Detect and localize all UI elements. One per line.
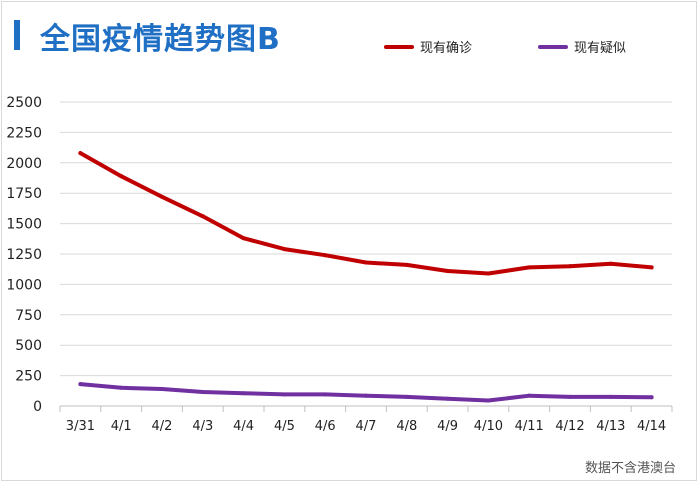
data-point [486, 398, 491, 403]
y-tick-label: 750 [15, 308, 42, 324]
x-tick-label: 4/13 [596, 419, 625, 434]
legend-label-suspected: 现有疑似 [574, 41, 627, 56]
data-point [78, 151, 83, 156]
data-point [486, 271, 491, 276]
data-point [160, 386, 164, 391]
y-tick-label: 1250 [6, 247, 42, 263]
data-point [445, 269, 450, 274]
legend-label-confirmed: 现有确诊 [420, 41, 473, 56]
x-tick-label: 4/5 [274, 419, 295, 434]
data-point [445, 396, 450, 401]
legend-swatch-suspected [538, 45, 568, 49]
x-tick-label: 4/4 [233, 419, 254, 434]
y-tick-label: 1750 [6, 186, 42, 202]
y-tick-label: 0 [33, 399, 42, 415]
data-point [404, 262, 409, 267]
data-point [119, 385, 124, 390]
x-tick-label: 4/3 [192, 419, 213, 434]
data-point [200, 390, 205, 395]
data-point [568, 264, 572, 269]
y-tick-label: 2000 [6, 156, 42, 172]
y-tick-label: 1500 [6, 217, 42, 233]
data-point [608, 261, 613, 266]
data-point [364, 393, 368, 398]
x-tick-label: 4/6 [315, 419, 336, 434]
x-tick-label: 3/31 [66, 419, 95, 434]
data-point [323, 253, 328, 258]
y-tick-label: 2500 [6, 95, 42, 111]
data-point [282, 247, 287, 252]
x-tick-label: 4/10 [474, 419, 503, 434]
data-point [649, 265, 654, 270]
y-tick-label: 2250 [6, 125, 42, 141]
data-point [241, 236, 246, 241]
data-point [527, 265, 532, 270]
data-point [568, 394, 572, 399]
data-point [241, 391, 246, 396]
data-point [119, 174, 124, 179]
y-tick-label: 1000 [6, 277, 42, 293]
series-line-suspected [78, 382, 654, 403]
legend-swatch-confirmed [384, 45, 414, 49]
y-tick-label: 500 [15, 338, 42, 354]
data-point [364, 260, 368, 265]
x-tick-label: 4/8 [396, 419, 417, 434]
data-point [527, 393, 532, 398]
data-point [160, 194, 164, 199]
data-point [78, 382, 83, 387]
x-tick-label: 4/11 [515, 419, 544, 434]
data-point [282, 392, 287, 397]
x-tick-label: 4/14 [637, 419, 666, 434]
x-tick-label: 4/12 [555, 419, 584, 434]
chart-title: 全国疫情趋势图B [40, 22, 281, 57]
title-accent-bar [14, 20, 20, 50]
data-point [649, 395, 654, 400]
data-point [404, 394, 409, 399]
x-tick-label: 4/9 [437, 419, 458, 434]
x-tick-label: 4/2 [152, 419, 173, 434]
y-tick-label: 250 [15, 369, 42, 385]
data-point [608, 394, 613, 399]
x-tick-label: 4/7 [356, 419, 377, 434]
footnote: 数据不含港澳台 [584, 461, 676, 476]
series-line-confirmed [78, 151, 654, 276]
x-tick-label: 4/1 [111, 419, 132, 434]
data-point [323, 392, 328, 397]
data-point [200, 214, 205, 219]
